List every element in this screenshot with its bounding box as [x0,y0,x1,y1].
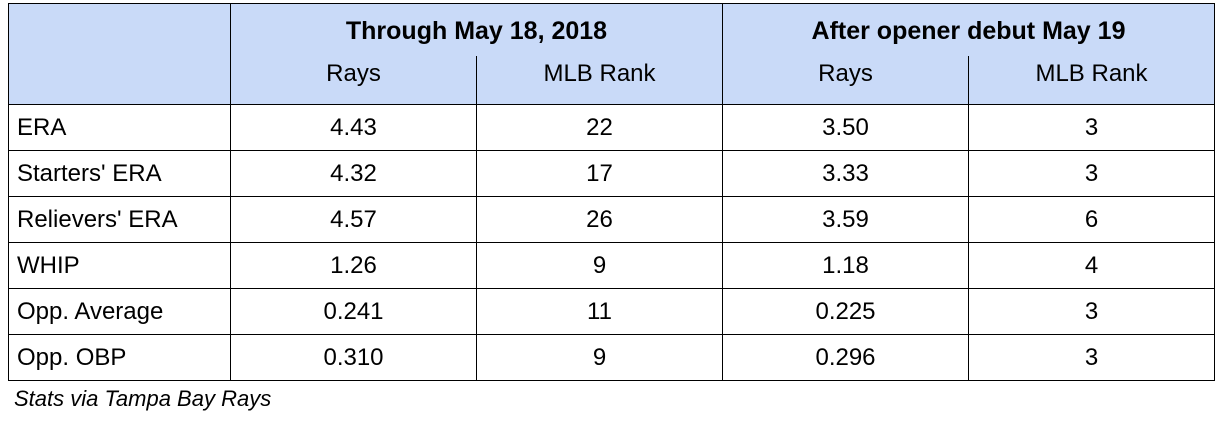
table-row: WHIP 1.26 9 1.18 4 [8,242,1215,289]
metric-label: WHIP [8,242,231,289]
before-rays-value: 4.57 [230,196,477,243]
corner-cell [8,3,231,105]
after-rays-value: 1.18 [722,242,969,289]
after-rays-value: 3.33 [722,150,969,197]
before-rays-value: 0.241 [230,288,477,335]
after-rank-value: 3 [968,288,1215,335]
before-rank-value: 22 [476,104,723,151]
metric-label: Starters' ERA [8,150,231,197]
metric-label: Relievers' ERA [8,196,231,243]
stats-table: Through May 18, 2018 After opener debut … [8,3,1215,381]
metric-label: ERA [8,104,231,151]
metric-label: Opp. OBP [8,334,231,381]
before-rays-value: 1.26 [230,242,477,289]
subheader-row: Rays MLB Rank Rays MLB Rank [9,56,1215,105]
subheader-before-rank: MLB Rank [476,56,723,105]
after-rank-value: 3 [968,104,1215,151]
before-rank-value: 9 [476,242,723,289]
before-rays-value: 0.310 [230,334,477,381]
after-rank-value: 4 [968,242,1215,289]
table-row: Starters' ERA 4.32 17 3.33 3 [8,150,1215,197]
before-rays-value: 4.43 [230,104,477,151]
group-header-after: After opener debut May 19 [722,3,1215,56]
after-rays-value: 3.50 [722,104,969,151]
source-caption: Stats via Tampa Bay Rays [14,386,272,411]
subheader-after-rank: MLB Rank [968,56,1215,105]
after-rays-value: 3.59 [722,196,969,243]
subheader-before-rays: Rays [230,56,477,105]
after-rank-value: 6 [968,196,1215,243]
table-row: ERA 4.43 22 3.50 3 [8,104,1215,151]
group-header-before: Through May 18, 2018 [230,3,723,56]
table-row: Opp. Average 0.241 11 0.225 3 [8,288,1215,335]
table-row: Relievers' ERA 4.57 26 3.59 6 [8,196,1215,243]
table-row: Opp. OBP 0.310 9 0.296 3 [8,334,1215,381]
subheader-after-rays: Rays [722,56,969,105]
after-rays-value: 0.296 [722,334,969,381]
before-rank-value: 17 [476,150,723,197]
after-rank-value: 3 [968,150,1215,197]
before-rank-value: 9 [476,334,723,381]
group-header-row: Through May 18, 2018 After opener debut … [8,3,1215,105]
after-rank-value: 3 [968,334,1215,381]
before-rays-value: 4.32 [230,150,477,197]
after-rays-value: 0.225 [722,288,969,335]
before-rank-value: 26 [476,196,723,243]
metric-label: Opp. Average [8,288,231,335]
before-rank-value: 11 [476,288,723,335]
